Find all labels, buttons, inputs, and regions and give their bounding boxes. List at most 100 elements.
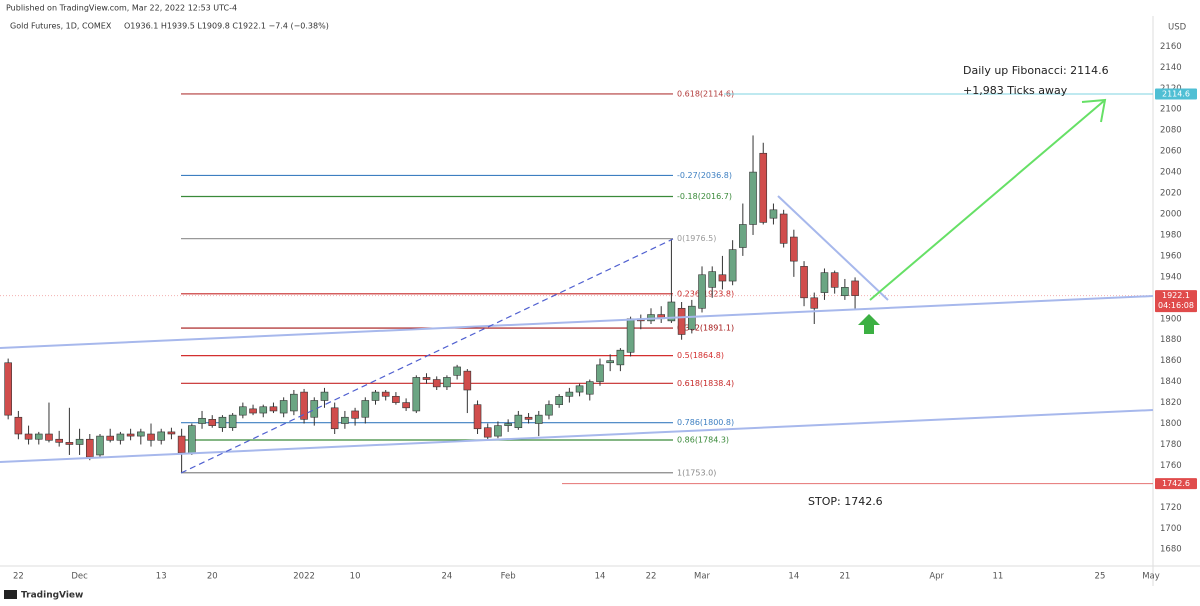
target-arrow: [869, 99, 1106, 301]
candle-body: [228, 414, 237, 429]
y-tick-label: 1960: [1160, 251, 1182, 261]
resistance-line: [777, 195, 889, 301]
x-tick-label: May: [1142, 572, 1160, 582]
x-tick-label: Mar: [694, 572, 711, 582]
candle-body: [208, 419, 217, 426]
candle-body: [769, 209, 778, 219]
candle-body: [116, 433, 125, 441]
price-tag: [1155, 88, 1197, 100]
y-tick-label: 1860: [1160, 356, 1182, 366]
candle-body: [198, 417, 206, 424]
fib-label: 0.382(1891.1): [677, 324, 734, 333]
y-tick-label: 2160: [1160, 42, 1182, 52]
y-tick-label: 1780: [1160, 440, 1182, 450]
candle-body: [749, 171, 757, 225]
candle-body: [432, 379, 441, 388]
candle-body: [626, 318, 635, 353]
candle-body: [65, 442, 74, 445]
annotation: +1,983 Ticks away: [963, 84, 1068, 97]
candle-body: [585, 381, 594, 395]
y-tick-label: 2000: [1160, 210, 1182, 220]
candle-body: [422, 377, 431, 380]
candle-body: [351, 410, 359, 419]
y-tick-label: 1800: [1160, 419, 1182, 429]
price-tag: [1155, 478, 1197, 490]
y-tick-label: 2040: [1160, 168, 1182, 178]
candle-body: [524, 416, 533, 420]
y-tick-label: 1840: [1160, 377, 1182, 387]
candle-body: [718, 274, 727, 282]
y-tick-label: 2080: [1160, 126, 1182, 136]
fib-label: 0.786(1800.8): [677, 418, 734, 427]
chart-title: Gold Futures, 1D, COMEX: [10, 22, 112, 31]
candle-body: [381, 391, 390, 397]
x-tick-label: 14: [595, 572, 606, 582]
candle-body: [269, 406, 278, 412]
candle-body: [157, 431, 166, 441]
price-tag-label: 1922.1: [1162, 291, 1190, 300]
candle-body: [96, 435, 104, 456]
candle-body: [330, 407, 339, 430]
brand: TradingView: [21, 591, 83, 601]
candle-body: [4, 362, 12, 416]
candle-body: [483, 427, 492, 438]
candle-body: [453, 366, 461, 376]
candle-body: [545, 404, 553, 416]
candle-body: [728, 249, 737, 282]
candle-body: [34, 433, 43, 440]
y-tick-label: 1900: [1160, 314, 1182, 324]
candle-body: [75, 438, 84, 445]
candles: [4, 135, 859, 473]
candle-body: [106, 435, 115, 441]
candle-body: [85, 438, 94, 458]
x-tick-label: 25: [1095, 572, 1106, 582]
y-tick-label: 1940: [1160, 272, 1182, 282]
candle-body: [830, 272, 839, 288]
candle-body: [249, 408, 257, 414]
x-tick-label: 10: [350, 572, 361, 582]
candle-body: [137, 431, 145, 437]
candle-body: [677, 307, 686, 335]
x-tick-label: 11: [993, 572, 1004, 582]
y-tick-label: 2100: [1160, 105, 1182, 115]
candle-body: [596, 364, 604, 382]
x-tick-label: Feb: [501, 572, 516, 582]
candle-body: [575, 385, 584, 393]
candle-body: [45, 433, 53, 441]
candle-body: [14, 416, 23, 435]
candle-body: [392, 395, 400, 403]
candle-body: [290, 393, 298, 412]
candle-body: [739, 224, 747, 248]
x-tick-label: Apr: [929, 572, 944, 582]
candle-body: [24, 433, 33, 440]
candle-body: [320, 391, 329, 401]
channel-line: [0, 295, 1154, 349]
candle-body: [412, 377, 421, 412]
candle-body: [667, 301, 676, 322]
candle-body: [341, 416, 349, 424]
channel-line: [0, 409, 1154, 463]
y-tick-label: 2020: [1160, 189, 1182, 199]
candle-body: [147, 433, 155, 441]
annotation: STOP: 1742.6: [808, 495, 883, 508]
candle-body: [494, 425, 502, 437]
candle-body: [239, 406, 247, 416]
annotation: Daily up Fibonacci: 2114.6: [963, 64, 1109, 77]
candle-body: [310, 400, 319, 418]
ohlc-readout: O1936.1 H1939.5 L1909.8 C1922.1 −7.4 (−0…: [124, 22, 329, 31]
candle-body: [504, 423, 512, 426]
candle-body: [188, 425, 196, 454]
candle-body: [361, 400, 370, 418]
drawings-under: 0.618(2114.6) -0.27(2036.8) -0.18(2016.7) 0…: [0, 89, 1153, 485]
candle-body: [402, 402, 410, 409]
x-tick-label: 22: [646, 572, 657, 582]
y-tick-label: 1760: [1160, 461, 1182, 471]
x-tick-label: 2022: [293, 572, 315, 582]
candle-body: [463, 370, 472, 391]
price-tag: [1155, 290, 1197, 313]
y-tick-label: 1880: [1160, 335, 1182, 345]
price-tag-label: 2114.6: [1162, 89, 1190, 98]
candle-body: [841, 287, 849, 297]
fib-trend-line: [180, 238, 674, 474]
candle-body: [259, 406, 268, 414]
